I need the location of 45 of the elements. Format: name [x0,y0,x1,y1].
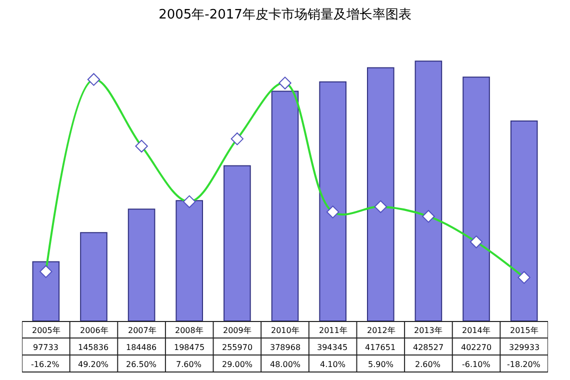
bar [128,208,156,321]
chart-title: 2005年-2017年皮卡市场销量及增长率图表 [158,6,412,23]
data-label: 255970 [222,343,253,352]
data-label: 5.90% [368,360,394,369]
bar [366,67,394,321]
data-label: 417651 [365,343,396,352]
data-label: 7.60% [176,360,202,369]
x-tick-label: 2011年 [319,326,348,335]
data-label: -18.20% [507,360,541,369]
data-label: 394345 [317,343,348,352]
bar [319,81,346,321]
data-label: 145836 [78,343,109,352]
x-tick-label: 2005年 [32,326,60,335]
bar [462,76,490,321]
bar [271,90,299,321]
data-label: 184486 [126,343,157,352]
x-tick-label: 2012年 [367,326,396,335]
bar [224,165,251,321]
x-tick-label: 2009年 [223,326,252,335]
data-label: 378968 [270,343,301,352]
data-label: -16.2% [31,360,60,369]
bar [414,60,442,321]
x-tick-label: 2006年 [80,326,108,335]
x-tick-label: 2015年 [510,326,538,335]
data-label: 4.10% [320,360,346,369]
bar [176,200,204,321]
data-label: -6.10% [462,360,491,369]
data-label: 402270 [461,343,492,352]
x-tick-label: 2013年 [414,326,442,335]
bar [80,232,108,321]
x-tick-label: 2010年 [271,326,300,335]
data-label: 29.00% [222,360,253,369]
bar [510,120,538,321]
x-tick-label: 2014年 [462,326,490,335]
data-label: 97733 [33,343,58,352]
data-label: 329933 [509,343,540,352]
data-label: 2.60% [415,360,441,369]
data-label: 198475 [174,343,205,352]
bar [32,261,60,321]
x-tick-label: 2007年 [128,326,156,335]
data-label: 48.00% [270,360,301,369]
data-label: 49.20% [78,360,109,369]
data-label: 26.50% [126,360,157,369]
data-label: 428527 [413,343,444,352]
x-tick-label: 2008年 [175,326,204,335]
